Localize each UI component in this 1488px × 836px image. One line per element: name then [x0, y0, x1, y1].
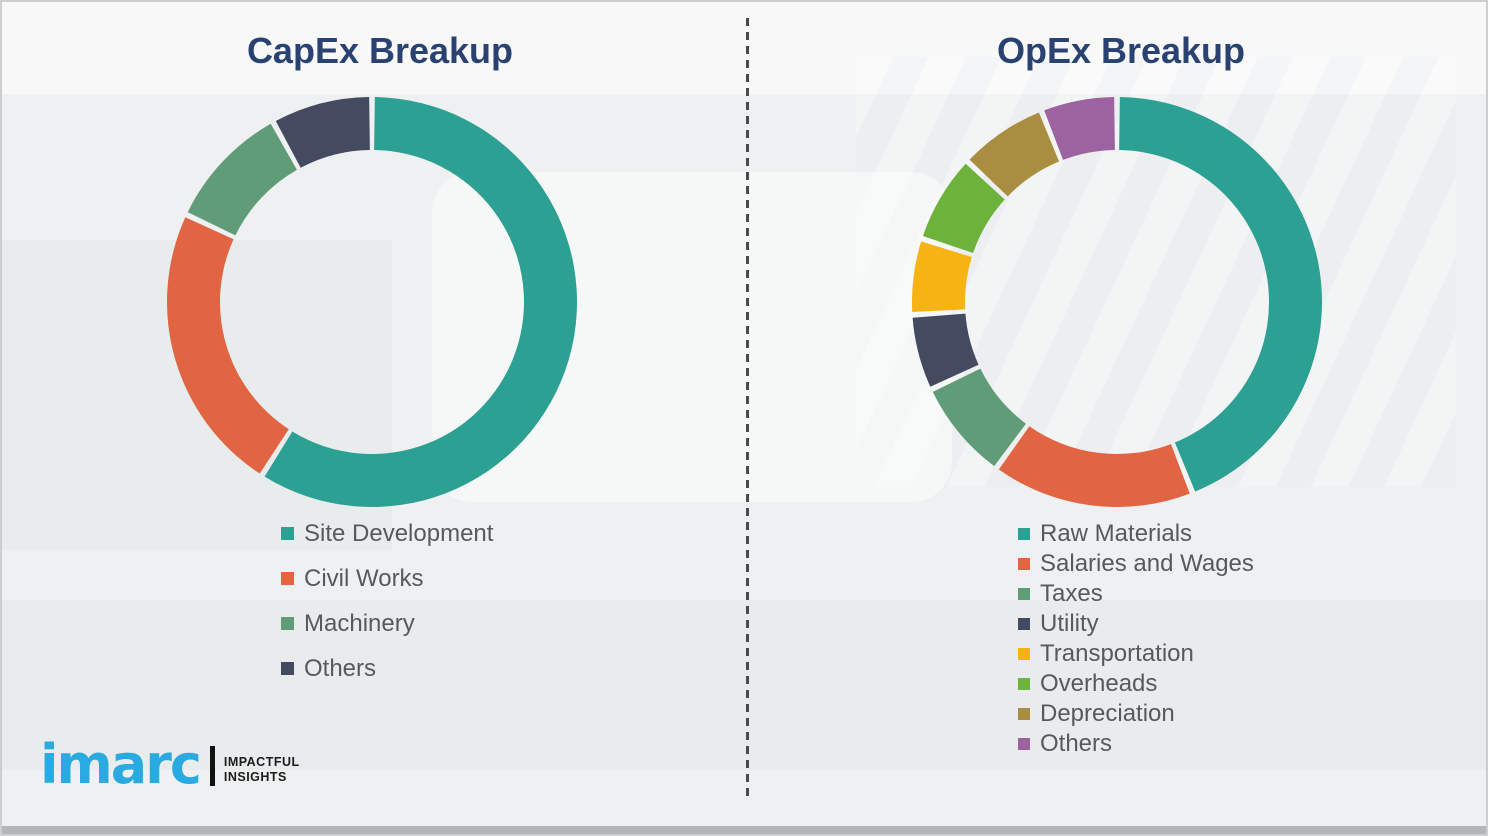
legend-item-others: Others [1018, 729, 1254, 759]
legend-swatch-civil-works [281, 572, 294, 585]
legend-swatch-overheads [1018, 678, 1030, 690]
capex-donut-svg [166, 97, 578, 508]
legend-item-machinery: Machinery [281, 601, 493, 646]
legend-swatch-taxes [1018, 588, 1030, 600]
opex-chart-title: OpEx Breakup [996, 30, 1246, 71]
imarc-logo-divider-bar [209, 746, 215, 786]
legend-label-site-development: Site Development [304, 519, 494, 547]
imarc-logo: imarc IMPACTFUL INSIGHTS [40, 738, 300, 792]
legend-item-transportation: Transportation [1018, 639, 1254, 669]
legend-swatch-machinery [281, 617, 294, 630]
donut-slice-overheads [922, 163, 1005, 254]
legend-swatch-others [1018, 738, 1030, 750]
donut-slice-salaries-and-wages [998, 426, 1190, 507]
donut-slice-site-development [264, 97, 578, 508]
legend-label-utility: Utility [1040, 610, 1099, 637]
donut-slice-others [275, 97, 370, 168]
donut-slice-raw-materials [1119, 97, 1322, 492]
legend-item-overheads: Overheads [1018, 669, 1254, 699]
legend-item-civil-works: Civil Works [281, 556, 493, 601]
legend-item-others: Others [281, 646, 493, 691]
capex-chart-title: CapEx Breakup [246, 30, 514, 71]
legend-item-salaries-and-wages: Salaries and Wages [1018, 549, 1254, 579]
donut-slice-others [1044, 97, 1115, 160]
imarc-logo-wordmark: imarc [40, 733, 202, 796]
legend-label-others: Others [1040, 730, 1113, 757]
donut-slice-machinery [187, 123, 297, 236]
legend-swatch-utility [1018, 618, 1030, 630]
legend-label-transportation: Transportation [1040, 640, 1194, 667]
capex-legend: Site Development Civil Works Machinery Othe… [281, 511, 493, 691]
legend-label-machinery: Machinery [304, 609, 415, 637]
legend-label-overheads: Overheads [1040, 670, 1158, 697]
capex-donut-chart [166, 97, 578, 508]
donut-slice-taxes [932, 368, 1026, 467]
legend-item-taxes: Taxes [1018, 579, 1254, 609]
legend-swatch-salaries-and-wages [1018, 558, 1030, 570]
legend-label-raw-materials: Raw Materials [1040, 520, 1193, 547]
imarc-tagline-line1: IMPACTFUL [223, 755, 300, 769]
legend-swatch-transportation [1018, 648, 1030, 660]
legend-item-utility: Utility [1018, 609, 1254, 639]
legend-swatch-depreciation [1018, 708, 1030, 720]
bottom-border-strip [2, 826, 1486, 834]
donut-slice-transportation [911, 241, 972, 313]
legend-label-civil-works: Civil Works [304, 564, 424, 592]
donut-slice-depreciation [969, 112, 1060, 197]
legend-item-raw-materials: Raw Materials [1018, 519, 1254, 549]
donut-slice-civil-works [166, 217, 289, 474]
legend-item-site-development: Site Development [281, 511, 493, 556]
vertical-dashed-divider [746, 18, 749, 796]
imarc-logo-tagline: IMPACTFUL INSIGHTS [224, 755, 300, 785]
legend-swatch-raw-materials [1018, 528, 1030, 540]
legend-swatch-others [281, 662, 294, 675]
opex-donut-svg [911, 97, 1322, 507]
donut-slice-utility [912, 313, 979, 387]
legend-label-depreciation: Depreciation [1040, 700, 1175, 727]
legend-label-others: Others [304, 654, 377, 682]
opex-donut-chart [911, 97, 1322, 507]
legend-label-salaries-and-wages: Salaries and Wages [1040, 550, 1254, 577]
opex-legend: Raw Materials Salaries and Wages Taxes Util… [1018, 519, 1254, 759]
legend-swatch-site-development [281, 527, 294, 540]
legend-item-depreciation: Depreciation [1018, 699, 1254, 729]
legend-label-taxes: Taxes [1040, 580, 1103, 607]
imarc-tagline-line2: INSIGHTS [223, 770, 287, 784]
